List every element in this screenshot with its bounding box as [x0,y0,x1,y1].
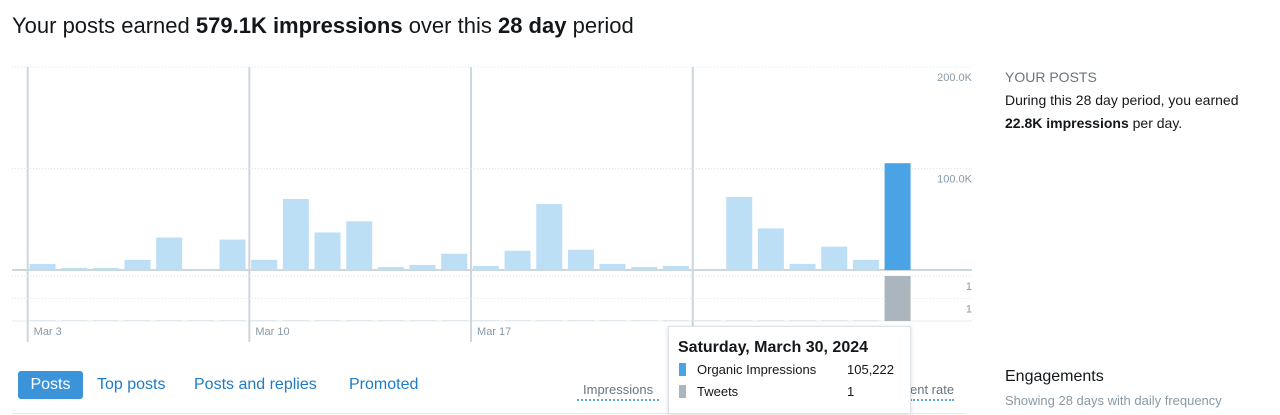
bar [29,263,56,270]
bar [441,320,468,321]
bar [346,320,373,321]
bar [441,253,468,270]
headline-bold: 28 day [497,13,567,38]
summary-line: 22.8K impressions per day. [1005,115,1182,131]
bar [852,320,879,321]
bar [187,268,214,270]
bar [282,198,309,270]
bar [884,276,911,321]
bar [567,320,594,321]
x-tick-label: Mar 17 [477,326,511,338]
bar [757,228,784,270]
bar [124,259,151,270]
bar [251,259,278,270]
tab[interactable]: Posts and replies [194,376,317,393]
bar [156,237,183,270]
bar [124,320,151,321]
summary-line: During this 28 day period, you earned [1005,92,1239,108]
bar [599,263,626,270]
tab-active[interactable]: Posts [18,371,83,399]
tooltip-value: 1 [847,384,855,399]
bar [219,320,246,321]
bar [726,320,753,321]
tab[interactable]: Promoted [349,376,419,393]
bar [662,320,689,321]
bar [821,320,848,321]
headline-bold: 579.1K impressions [195,13,403,38]
bar [757,320,784,321]
bar [536,320,563,321]
column-header[interactable]: Impressions [577,382,660,401]
headline-text: over this [408,13,492,38]
tooltip: Saturday, March 30, 2024 Organic Impress… [668,326,911,414]
x-tick-label: Mar 10 [255,326,289,338]
bar [567,249,594,270]
tooltip-value: 105,222 [847,362,894,377]
bar [409,320,436,321]
divider [12,413,965,414]
bar [599,320,626,321]
legend-entry: Tweets [697,384,739,399]
bar [314,320,341,321]
bar [504,320,531,321]
summary-title: YOUR POSTS [1005,69,1097,85]
bar [282,320,309,321]
headline-text: period [572,13,634,38]
bar [314,232,341,270]
bar [92,320,119,321]
tooltip-title: Saturday, March 30, 2024 [678,339,869,356]
tab[interactable]: Top posts [97,376,166,393]
legend-swatch [679,385,686,398]
bar [789,263,816,270]
headline: Your posts earned 579.1K impressions ove… [12,13,634,39]
bar [61,320,88,321]
y-tick-label: 100.0K [937,173,973,185]
bar [187,320,214,321]
bar [377,266,404,270]
x-tick-label: Mar 3 [34,326,62,338]
bar [29,320,56,321]
bar [789,320,816,321]
bar [346,221,373,270]
engagements-title: Engagements [1005,368,1104,385]
bar [662,265,689,270]
bar [821,246,848,270]
bar [694,269,721,270]
bar [852,259,879,270]
bar [631,266,658,270]
legend-entry: Organic Impressions [697,362,817,377]
summary-tail: per day. [1132,115,1183,131]
y2-tick-label: 1 [966,281,972,293]
bar [726,196,753,270]
y-tick-label: 200.0K [937,72,973,84]
bar [884,163,911,270]
bar [251,320,278,321]
y2-tick-label: 1 [966,303,972,315]
column-header[interactable]: ent rate [910,382,955,401]
headline-text: Your posts earned [12,13,190,38]
legend-swatch [679,363,686,376]
bar [631,320,658,321]
bar [92,267,119,270]
bar [536,204,563,270]
bar [156,320,183,321]
bar [409,264,436,270]
bar [472,320,499,321]
bar [219,239,246,270]
engagements-subtitle: Showing 28 days with daily frequency [1005,393,1222,408]
summary-bold: 22.8K impressions [1005,115,1129,131]
bar [472,265,499,270]
bar [694,320,721,321]
chart: 100.0K 200.0K 1 1 Mar 3 Mar 10 Mar 17 [12,66,973,342]
bar [504,250,531,270]
bar [377,320,404,321]
bar [61,267,88,270]
